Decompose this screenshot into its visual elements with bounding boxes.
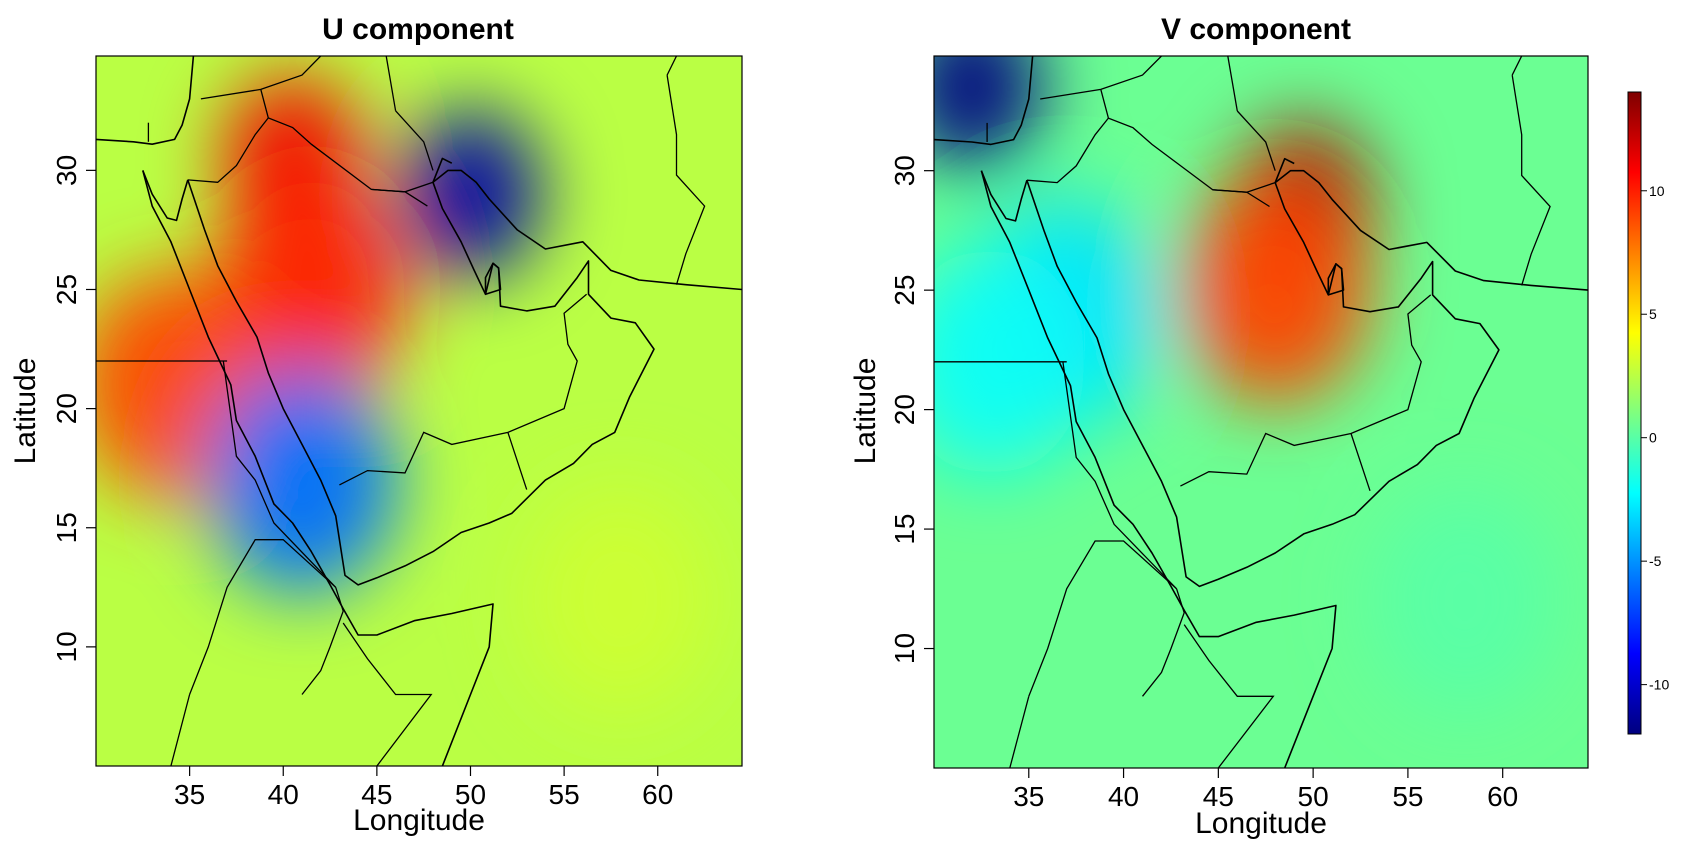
field-feature bbox=[525, 485, 716, 714]
colorbar-gradient bbox=[1627, 91, 1642, 735]
coastline bbox=[142, 170, 189, 222]
field-feature bbox=[216, 175, 407, 404]
borders bbox=[934, 56, 1551, 768]
v-component-xlabel: Longitude bbox=[1195, 807, 1327, 840]
x-tick-label: 35 bbox=[1013, 781, 1044, 812]
x-tick-label: 35 bbox=[174, 779, 205, 810]
coastline bbox=[980, 170, 1028, 222]
x-tick-label: 45 bbox=[361, 779, 392, 810]
v-component-frame bbox=[933, 55, 1589, 769]
country-border bbox=[1141, 588, 1185, 697]
country-border bbox=[1040, 56, 1162, 100]
coastlines bbox=[96, 56, 742, 766]
borders bbox=[96, 56, 706, 766]
country-border bbox=[1511, 74, 1551, 286]
field-feature bbox=[206, 366, 397, 595]
v-component-panel: V component 35 40 45 50 55 60 10 15 20 25 30 Long… bbox=[849, 13, 1589, 840]
country-border bbox=[222, 360, 337, 588]
country-border bbox=[1100, 89, 1110, 119]
y-tick-label: 20 bbox=[889, 394, 920, 425]
colorbar-tick-label: -5 bbox=[1649, 553, 1662, 569]
colorbar-tick-label: 0 bbox=[1649, 430, 1657, 446]
y-tick-label: 25 bbox=[889, 275, 920, 306]
y-tick-label: 15 bbox=[51, 512, 82, 543]
u-component-title: U component bbox=[322, 13, 514, 46]
country-border bbox=[1062, 361, 1178, 590]
field-feature bbox=[934, 56, 1042, 172]
x-tick-label: 60 bbox=[642, 779, 673, 810]
y-tick-label: 30 bbox=[51, 155, 82, 186]
country-border bbox=[666, 56, 678, 76]
country-border bbox=[385, 56, 397, 111]
y-tick-label: 15 bbox=[889, 513, 920, 544]
country-border bbox=[1227, 56, 1238, 112]
y-tick-label: 10 bbox=[51, 631, 82, 662]
v-component-x-axis: 35 40 45 50 55 60 bbox=[1013, 768, 1518, 812]
y-tick-label: 25 bbox=[51, 274, 82, 305]
country-border bbox=[170, 694, 191, 766]
colorbar-tick-label: 5 bbox=[1649, 306, 1657, 322]
country-border bbox=[200, 56, 322, 100]
country-border bbox=[1009, 696, 1030, 768]
coastline bbox=[980, 170, 1337, 768]
field-feature bbox=[1180, 176, 1371, 405]
field-feature bbox=[1369, 486, 1560, 715]
x-tick-label: 40 bbox=[1108, 781, 1139, 812]
colorbar-tick-label: 10 bbox=[1649, 183, 1665, 199]
country-border bbox=[260, 89, 269, 119]
u-component-x-axis: 35 40 45 50 55 60 bbox=[174, 766, 673, 810]
coastline bbox=[1274, 157, 1295, 183]
u-component-xlabel: Longitude bbox=[353, 804, 485, 837]
u-component-y-axis: 10 15 20 25 30 bbox=[51, 155, 96, 662]
coastline bbox=[96, 56, 195, 145]
coastline bbox=[432, 157, 453, 183]
coastline bbox=[1026, 169, 1588, 588]
x-tick-label: 55 bbox=[549, 779, 580, 810]
country-border bbox=[301, 587, 344, 695]
x-tick-label: 45 bbox=[1203, 781, 1234, 812]
y-tick-label: 20 bbox=[51, 393, 82, 424]
u-component-frame bbox=[95, 55, 743, 767]
v-component-ylabel: Latitude bbox=[849, 358, 882, 465]
country-border bbox=[1212, 189, 1270, 208]
coastlines bbox=[934, 56, 1588, 768]
country-border bbox=[395, 110, 434, 171]
v-component-title: V component bbox=[1161, 13, 1351, 46]
u-component-ylabel: Latitude bbox=[9, 358, 42, 465]
coastline bbox=[1327, 263, 1345, 296]
y-tick-label: 30 bbox=[889, 155, 920, 186]
colorbar-tick-label: -10 bbox=[1649, 677, 1669, 693]
country-border bbox=[1350, 433, 1371, 492]
coastline bbox=[934, 56, 1034, 146]
country-border bbox=[666, 74, 706, 285]
v-component-map bbox=[934, 56, 1588, 768]
country-border bbox=[188, 539, 337, 695]
x-tick-label: 60 bbox=[1487, 781, 1518, 812]
country-border bbox=[342, 622, 433, 766]
coastline bbox=[142, 170, 494, 766]
u-component-map bbox=[96, 56, 742, 766]
country-border bbox=[1028, 540, 1178, 697]
colorbar: 10 5 0 -5 -10 bbox=[1627, 91, 1669, 735]
country-border bbox=[1511, 56, 1523, 76]
x-tick-label: 40 bbox=[268, 779, 299, 810]
x-tick-label: 50 bbox=[455, 779, 486, 810]
country-border bbox=[1183, 624, 1275, 768]
v-component-y-axis: 10 15 20 25 30 bbox=[889, 155, 934, 664]
coastline bbox=[484, 262, 502, 296]
x-tick-label: 50 bbox=[1298, 781, 1329, 812]
coastline bbox=[187, 169, 742, 586]
y-tick-label: 10 bbox=[889, 633, 920, 664]
x-tick-label: 55 bbox=[1392, 781, 1423, 812]
field-feature bbox=[400, 110, 541, 279]
country-border bbox=[371, 188, 428, 207]
country-border bbox=[1236, 110, 1276, 171]
country-border bbox=[507, 432, 528, 490]
u-component-panel: U component 35 40 45 50 55 60 10 15 20 25 30 Long… bbox=[9, 13, 743, 837]
